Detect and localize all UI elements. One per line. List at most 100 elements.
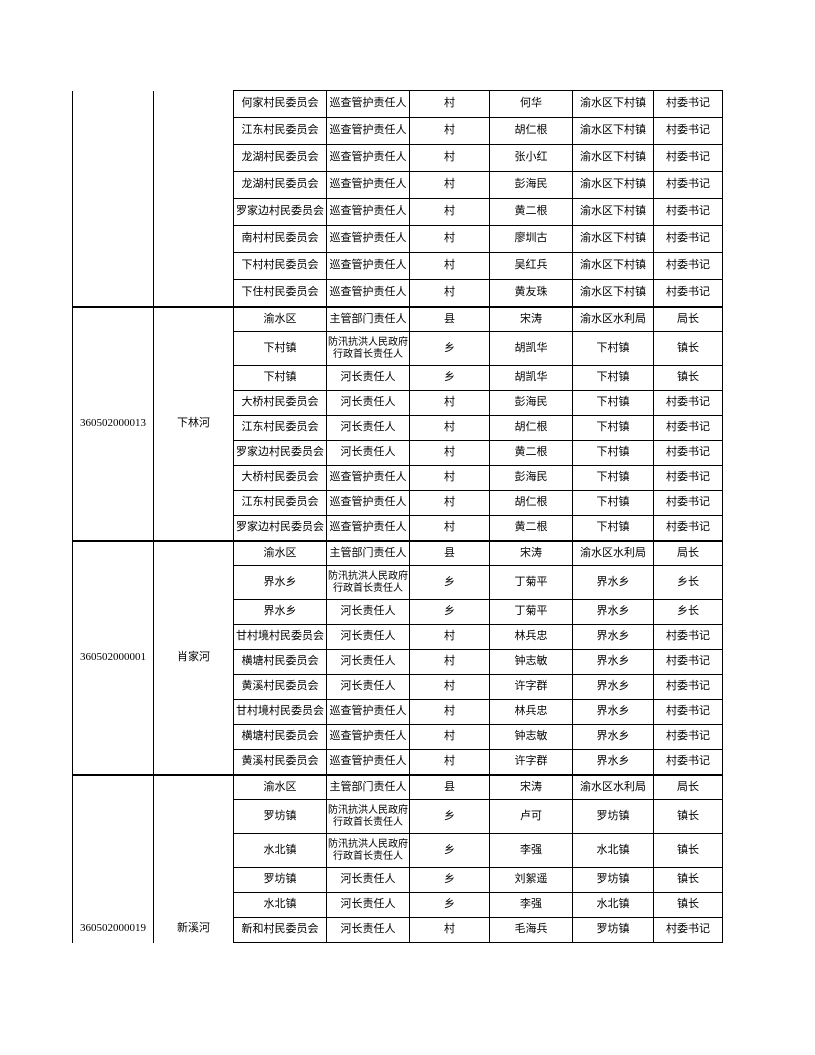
area-cell: 渝水区水利局 xyxy=(572,539,654,566)
title-cell: 镇长 xyxy=(653,331,723,366)
duty-cell: 巡查管护责任人 xyxy=(326,724,410,750)
person-cell: 林兵忠 xyxy=(489,624,573,650)
table-row: 甘村境村民委员会 河长责任人村林兵忠 界水乡 村委书记 xyxy=(73,624,723,650)
org-cell: 渝水区 xyxy=(233,539,327,566)
title-cell: 村委书记 xyxy=(653,624,723,650)
area-cell: 水北镇 xyxy=(572,892,654,918)
duty-cell: 河长责任人 xyxy=(326,892,410,918)
table-row: 罗家边村民委员会 巡查管护责任人村黄二根 渝水区下村镇 村委书记 xyxy=(73,198,723,226)
river-name-cell: 下林河 xyxy=(153,305,234,541)
org-cell: 甘村境村民委员会 xyxy=(233,699,327,725)
person-cell: 廖圳古 xyxy=(489,225,573,253)
table-row: 360502000001 肖家河 渝水区 主管部门责任人县宋涛 渝水区水利局 局长 xyxy=(72,539,723,775)
org-cell: 渝水区 xyxy=(233,773,327,800)
duty-cell: 巡查管护责任人 xyxy=(326,490,410,516)
title-cell: 村委书记 xyxy=(653,515,723,541)
code-cell: 360502000019 xyxy=(72,773,154,943)
title-cell: 村委书记 xyxy=(653,171,723,199)
table-row: 罗坊镇 防汛抗洪人民政府行政首长责任人乡卢可 罗坊镇 镇长 xyxy=(73,799,723,834)
area-cell: 下村镇 xyxy=(572,515,654,541)
duty-cell: 巡查管护责任人 xyxy=(326,198,410,226)
title-cell: 村委书记 xyxy=(653,649,723,675)
person-cell: 黄二根 xyxy=(489,440,573,466)
table-row: 何家村民委员会 巡查管护责任人村何华 渝水区下村镇 村委书记 xyxy=(72,90,723,307)
org-cell: 罗坊镇 xyxy=(233,867,327,893)
duty-cell: 河长责任人 xyxy=(326,917,410,943)
title-cell: 村委书记 xyxy=(653,390,723,416)
level-cell: 村 xyxy=(409,465,490,491)
duty-cell: 河长责任人 xyxy=(326,674,410,700)
duty-cell: 防汛抗洪人民政府行政首长责任人 xyxy=(326,833,410,868)
org-cell: 罗坊镇 xyxy=(233,799,327,834)
person-cell: 卢可 xyxy=(489,799,573,834)
title-cell: 镇长 xyxy=(653,867,723,893)
level-cell: 乡 xyxy=(409,565,490,600)
area-cell: 渝水区下村镇 xyxy=(572,252,654,280)
level-cell: 乡 xyxy=(409,799,490,834)
level-cell: 乡 xyxy=(409,365,490,391)
table-row: 黄溪村民委员会 巡查管护责任人村许字群 界水乡 村委书记 xyxy=(73,749,723,775)
org-cell: 龙湖村民委员会 xyxy=(233,171,327,199)
person-cell: 宋涛 xyxy=(489,305,573,332)
person-cell: 何华 xyxy=(489,90,573,118)
title-cell: 村委书记 xyxy=(653,440,723,466)
person-cell: 刘絮遥 xyxy=(489,867,573,893)
level-cell: 县 xyxy=(409,305,490,332)
person-cell: 黄二根 xyxy=(489,198,573,226)
person-cell: 胡仁根 xyxy=(489,117,573,145)
org-cell: 新和村民委员会 xyxy=(233,917,327,943)
area-cell: 渝水区下村镇 xyxy=(572,90,654,118)
person-cell: 胡凯华 xyxy=(489,331,573,366)
title-cell: 村委书记 xyxy=(653,252,723,280)
org-cell: 黄溪村民委员会 xyxy=(233,674,327,700)
level-cell: 村 xyxy=(409,415,490,441)
duty-cell: 防汛抗洪人民政府行政首长责任人 xyxy=(326,799,410,834)
level-cell: 村 xyxy=(409,674,490,700)
org-cell: 龙湖村民委员会 xyxy=(233,144,327,172)
person-cell: 毛海兵 xyxy=(489,917,573,943)
area-cell: 下村镇 xyxy=(572,490,654,516)
level-cell: 村 xyxy=(409,624,490,650)
code-cell xyxy=(72,90,154,307)
person-cell: 胡仁根 xyxy=(489,490,573,516)
level-cell: 村 xyxy=(409,90,490,118)
level-cell: 村 xyxy=(409,699,490,725)
area-cell: 渝水区下村镇 xyxy=(572,117,654,145)
area-cell: 界水乡 xyxy=(572,649,654,675)
level-cell: 乡 xyxy=(409,867,490,893)
table-row: 界水乡 防汛抗洪人民政府行政首长责任人乡丁菊平 界水乡 乡长 xyxy=(73,565,723,600)
title-cell: 村委书记 xyxy=(653,724,723,750)
table-row: 大桥村民委员会 河长责任人村彭海民 下村镇 村委书记 xyxy=(73,390,723,416)
code-cell: 360502000013 xyxy=(72,305,154,541)
area-cell: 下村镇 xyxy=(572,440,654,466)
area-cell: 罗坊镇 xyxy=(572,799,654,834)
duty-cell: 防汛抗洪人民政府行政首长责任人 xyxy=(326,331,410,366)
duty-cell: 河长责任人 xyxy=(326,649,410,675)
org-cell: 罗家边村民委员会 xyxy=(233,440,327,466)
duty-cell: 巡查管护责任人 xyxy=(326,225,410,253)
person-cell: 宋涛 xyxy=(489,539,573,566)
area-cell: 水北镇 xyxy=(572,833,654,868)
org-cell: 界水乡 xyxy=(233,599,327,625)
area-cell: 界水乡 xyxy=(572,699,654,725)
org-cell: 界水乡 xyxy=(233,565,327,600)
table-row: 黄溪村民委员会 河长责任人村许字群 界水乡 村委书记 xyxy=(73,674,723,700)
area-cell: 渝水区水利局 xyxy=(572,305,654,332)
person-cell: 许字群 xyxy=(489,749,573,775)
area-cell: 下村镇 xyxy=(572,365,654,391)
level-cell: 乡 xyxy=(409,331,490,366)
table-row: 横塘村民委员会 河长责任人村钟志敏 界水乡 村委书记 xyxy=(73,649,723,675)
table-row: 下村镇 河长责任人乡胡凯华 下村镇 镇长 xyxy=(73,365,723,391)
table-row: 甘村境村民委员会 巡查管护责任人村林兵忠 界水乡 村委书记 xyxy=(73,699,723,725)
level-cell: 村 xyxy=(409,724,490,750)
duty-cell: 巡查管护责任人 xyxy=(326,90,410,118)
table-row: 360502000013 下林河 渝水区 主管部门责任人县宋涛 渝水区水利局 局长 xyxy=(72,305,723,541)
org-cell: 横塘村民委员会 xyxy=(233,649,327,675)
table-row: 江东村民委员会 巡查管护责任人村胡仁根 渝水区下村镇 村委书记 xyxy=(73,117,723,145)
title-cell: 局长 xyxy=(653,305,723,332)
table-row: 龙湖村民委员会 巡查管护责任人村张小红 渝水区下村镇 村委书记 xyxy=(73,144,723,172)
river-name-cell: 新溪河 xyxy=(153,773,234,943)
table-row: 下村镇 防汛抗洪人民政府行政首长责任人乡胡凯华 下村镇 镇长 xyxy=(73,331,723,366)
org-cell: 大桥村民委员会 xyxy=(233,465,327,491)
